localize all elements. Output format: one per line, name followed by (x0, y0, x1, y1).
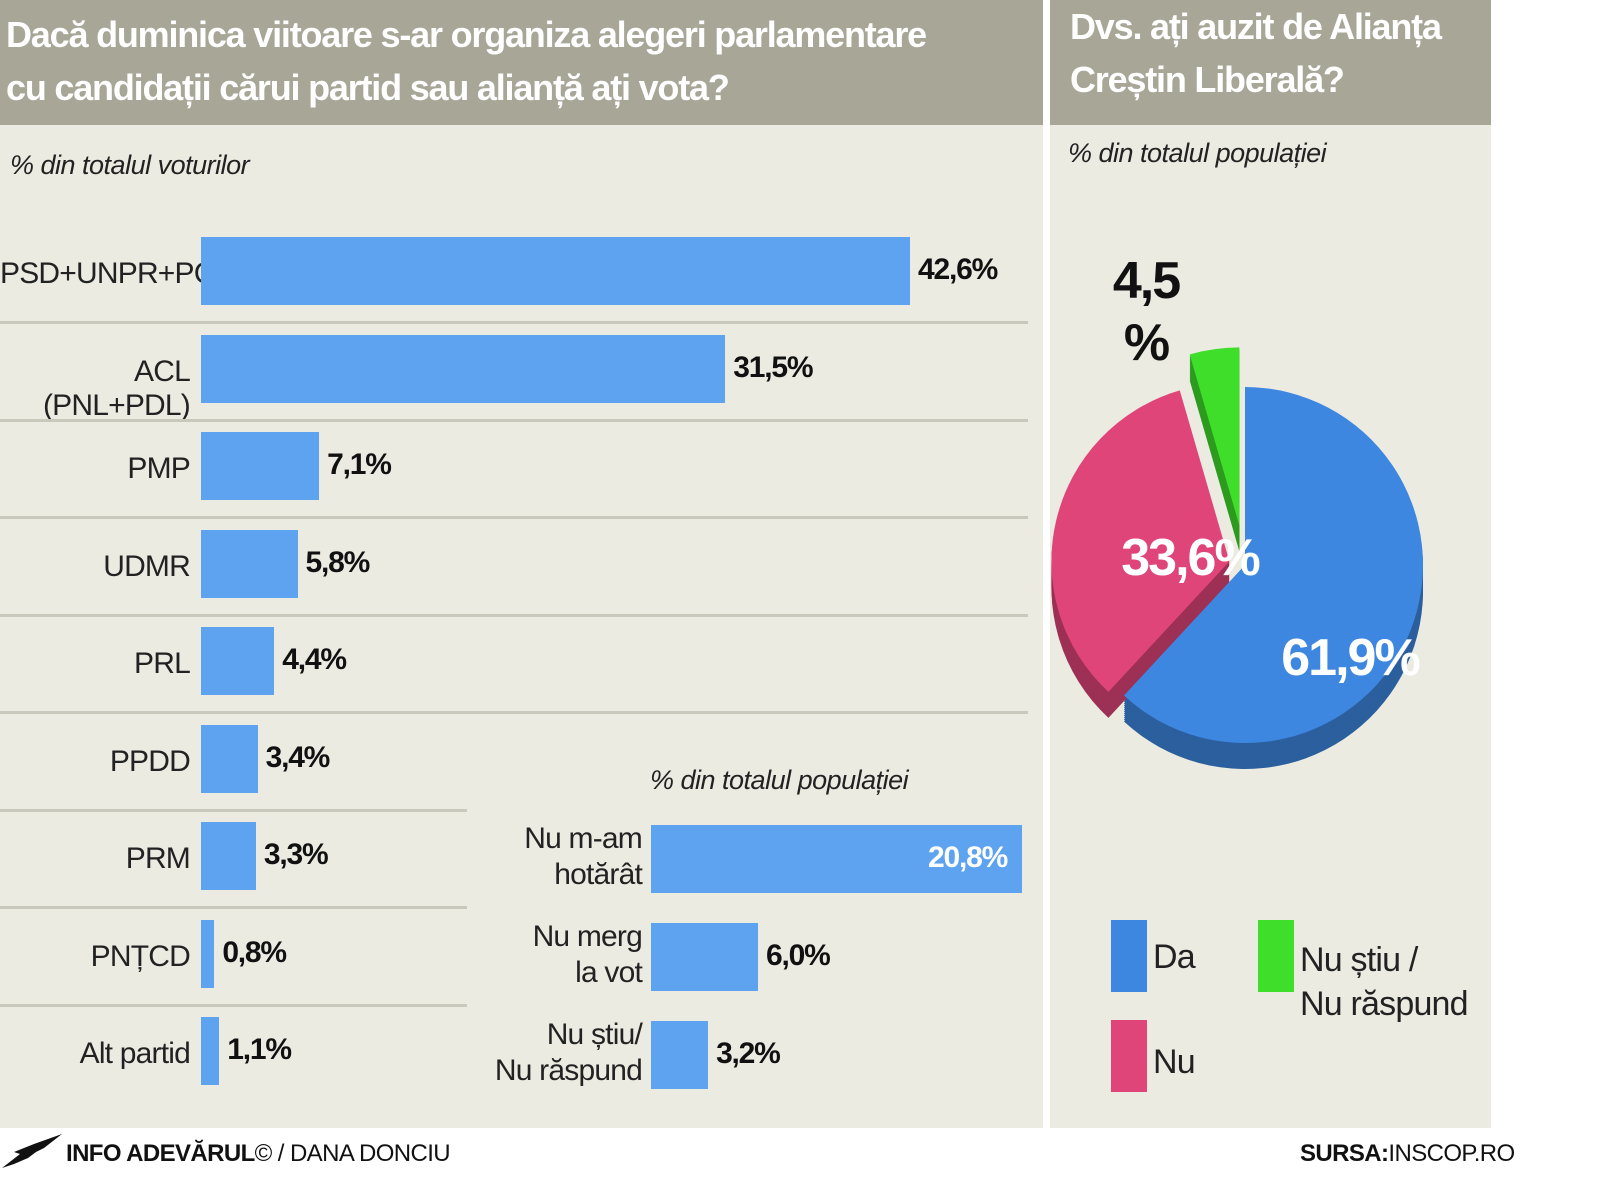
footer-credit: INFO ADEVĂRUL© / DANA DONCIU (66, 1140, 451, 1168)
left-chart-subtitle: % din totalul voturilor (10, 150, 250, 180)
footer-source-value: INSCOP.RO (1388, 1140, 1515, 1167)
pie-slice-nu (1051, 390, 1230, 692)
row-separator (0, 1003, 467, 1007)
left-chart-title: Dacă duminica viitoare s-ar organiza ale… (6, 14, 927, 108)
sub-bar-nu-tiu-nu-r-spund (651, 1021, 709, 1089)
footer-credit-brand: INFO ADEVĂRUL (66, 1140, 255, 1167)
category-label-pmp: PMP (127, 452, 190, 485)
pie-label-da: 61,9% (1281, 629, 1419, 687)
row-separator (0, 613, 1028, 617)
category-label-alt-partid: Alt partid (79, 1037, 191, 1070)
legend-swatch-nu (1111, 1020, 1147, 1092)
sub-value-label-nu-tiu-nu-r-spund: 3,2% (716, 1037, 781, 1070)
bar-prm (201, 822, 256, 890)
right-chart-subtitle: % din totalul populației (1068, 138, 1327, 168)
legend-label-nu: Nu (1153, 1043, 1196, 1081)
category-label-pn-cd: PNȚCD (90, 939, 191, 973)
sub-value-label-nu-merg-la-vot: 6,0% (766, 939, 831, 972)
category-label-ppdd: PPDD (109, 744, 191, 778)
category-label-psd-unpr-pc: PSD+UNPR+PC (0, 257, 215, 290)
legend-label-nu-stiu: Nu știu / Nu răspund (1300, 941, 1469, 1023)
right-chart-header: Dvs. ați auzit de Alianța Creștin Libera… (1050, 0, 1491, 125)
bar-ppdd (201, 724, 258, 793)
legend-swatch-da (1111, 920, 1147, 992)
sub-category-label-nu-tiu-nu-r-spund: Nu știu/ Nu răspund (494, 1018, 643, 1087)
pie-slice-da (1123, 387, 1423, 743)
row-separator (0, 906, 467, 909)
category-label-prl: PRL (134, 647, 191, 680)
value-label-ppdd: 3,4% (265, 740, 331, 774)
category-label-acl-pnl-pdl: ACL (PNL+PDL) (42, 354, 191, 422)
category-label-prm: PRM (125, 842, 191, 875)
value-label-acl-pnl-pdl: 31,5% (733, 350, 813, 384)
row-separator (0, 516, 1028, 519)
sub-bar-nu-m-am-hot-r-t (651, 825, 1022, 893)
sub-bar-nu-merg-la-vot (651, 923, 759, 991)
value-label-alt-partid: 1,1% (227, 1033, 292, 1066)
sub-category-label-nu-m-am-hot-r-t: Nu m-am hotărât (524, 822, 643, 891)
value-label-prm: 3,3% (263, 838, 329, 871)
category-label-udmr: UDMR (103, 549, 191, 583)
eagle-logo-icon (2, 1134, 62, 1168)
bar-prl (201, 627, 275, 695)
row-separator (0, 711, 1028, 714)
value-label-psd-unpr-pc: 42,6% (918, 253, 998, 286)
value-label-prl: 4,4% (282, 643, 347, 676)
row-separator (0, 418, 1028, 422)
legend-swatch-nu-stiu (1258, 920, 1294, 992)
bar-acl-pnl-pdl (201, 334, 726, 403)
acl-awareness-pie-chart: 61,9% 33,6% 4,5% (1051, 252, 1423, 769)
row-separator (0, 321, 1028, 324)
bar-pn-cd (201, 919, 215, 988)
value-label-udmr: 5,8% (305, 545, 371, 579)
sub-chart-subtitle: % din totalul populației (650, 765, 909, 795)
pie-label-nu: 33,6% (1121, 529, 1259, 587)
row-separator (0, 808, 467, 812)
left-chart-header: Dacă duminica viitoare s-ar organiza ale… (0, 0, 1043, 125)
bar-udmr (201, 529, 298, 598)
legend-label-da: Da (1153, 938, 1196, 976)
footer-source-label: SURSA: (1300, 1140, 1389, 1167)
sub-category-label-nu-merg-la-vot: Nu merg la vot (532, 920, 643, 989)
footer-source: SURSA:INSCOP.RO (1300, 1140, 1515, 1168)
bar-alt-partid (201, 1017, 220, 1085)
footer-credit-author: © / DANA DONCIU (254, 1140, 451, 1167)
right-chart-title: Dvs. ați auzit de Alianța Creștin Libera… (1070, 6, 1442, 100)
sub-value-label-nu-m-am-hot-r-t: 20,8% (928, 841, 1008, 874)
value-label-pn-cd: 0,8% (222, 935, 287, 969)
pie-label-nu-tiu-nu-r-spund: 4,5% (1113, 252, 1180, 372)
value-label-pmp: 7,1% (327, 448, 392, 481)
bar-pmp (201, 432, 320, 500)
bar-psd-unpr-pc (201, 237, 910, 305)
pie-slice-nu-tiu-nu-r-spund (1189, 347, 1240, 526)
